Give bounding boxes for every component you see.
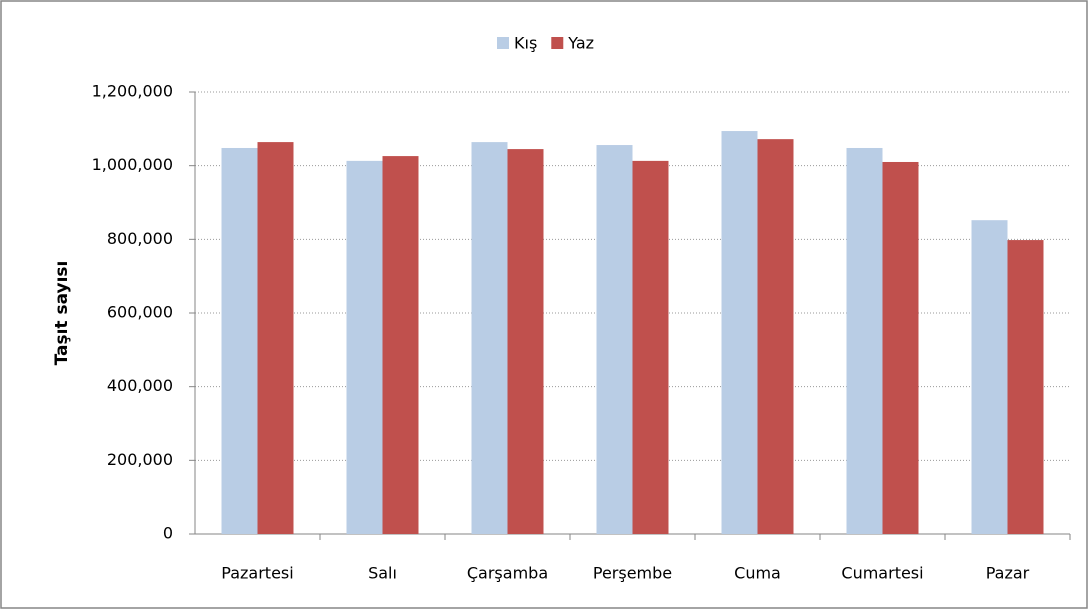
bar [882, 161, 919, 534]
bar [382, 156, 419, 534]
y-tick-label: 1,000,000 [92, 155, 173, 174]
x-tick-label: Pazartesi [221, 564, 293, 583]
bar [757, 139, 794, 534]
y-tick-label: 600,000 [107, 303, 173, 322]
x-tick-label: Pazar [986, 564, 1030, 583]
x-tick-label: Çarşamba [467, 564, 548, 583]
y-tick-label: 800,000 [107, 229, 173, 248]
x-tick-label: Cumartesi [841, 564, 923, 583]
y-axis-title: Taşıt sayısı [52, 261, 72, 366]
y-tick-label: 400,000 [107, 376, 173, 395]
bar [971, 220, 1008, 534]
legend-label: Kış [514, 34, 537, 53]
bar [596, 145, 633, 535]
x-tick-label: Cuma [734, 564, 781, 583]
bar [632, 160, 669, 534]
legend-swatch [497, 37, 509, 49]
x-tick-label: Salı [368, 564, 397, 583]
y-tick-label: 200,000 [107, 450, 173, 469]
bar [257, 142, 294, 535]
bar [221, 147, 258, 534]
bar [846, 147, 883, 534]
bar [1007, 240, 1044, 534]
x-tick-label: Perşembe [593, 564, 672, 583]
y-tick-label: 1,200,000 [92, 82, 173, 101]
legend-label: Yaz [567, 34, 594, 53]
legend-swatch [551, 37, 564, 49]
bar [471, 142, 508, 535]
y-tick-label: 0 [163, 524, 173, 543]
bar [721, 131, 758, 534]
bar [507, 149, 544, 534]
bar [346, 160, 383, 534]
